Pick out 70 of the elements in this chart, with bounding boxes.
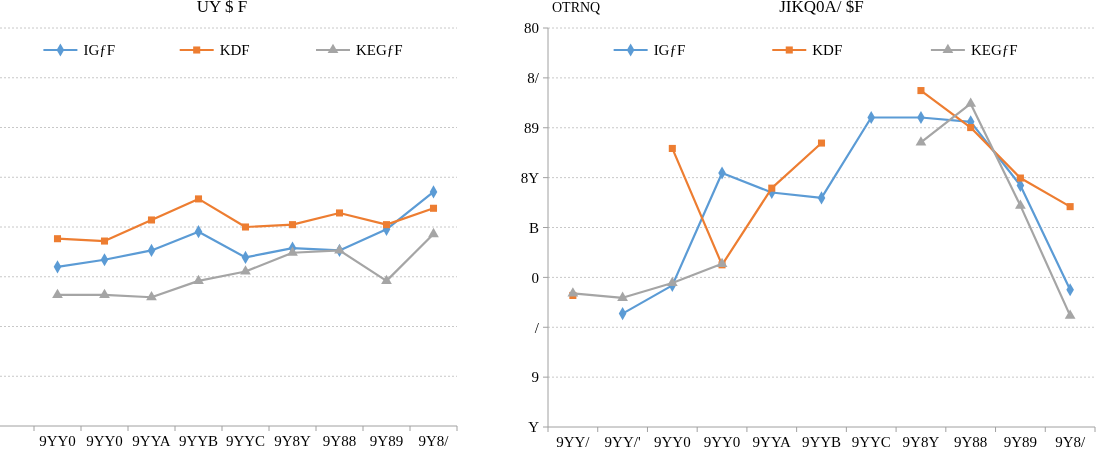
point xyxy=(382,221,391,229)
point xyxy=(52,288,63,298)
text: 89 xyxy=(524,120,539,136)
point xyxy=(1066,203,1074,211)
x-tick-label: 9YYA xyxy=(752,434,792,450)
point xyxy=(381,274,392,284)
text: 80 xyxy=(524,20,539,37)
point xyxy=(965,97,977,107)
point xyxy=(666,276,678,287)
x-tick-label: 9Y88 xyxy=(954,434,988,450)
point xyxy=(429,204,438,212)
legend-label: IGƒF xyxy=(653,42,686,59)
text: 0 xyxy=(531,269,539,286)
point xyxy=(100,237,109,245)
chart-title: UY $ F xyxy=(196,0,248,16)
legend-label: KEGƒF xyxy=(970,42,1018,59)
point xyxy=(240,265,251,275)
x-tick-label: 9Y8Y xyxy=(902,434,940,450)
x-tick-label: 9YY0 xyxy=(39,433,76,449)
point xyxy=(193,274,204,284)
text: 8Y xyxy=(520,169,540,186)
point xyxy=(335,209,344,217)
point xyxy=(99,288,110,298)
point xyxy=(668,144,676,152)
point xyxy=(241,223,250,231)
point xyxy=(146,291,157,301)
point xyxy=(428,227,439,238)
text: 8/ xyxy=(527,70,540,87)
point xyxy=(287,246,298,256)
text: / xyxy=(534,319,540,336)
x-tick-label: 9YY/' xyxy=(604,434,641,450)
point xyxy=(1016,174,1024,182)
legend-label: KDF xyxy=(812,42,843,59)
point xyxy=(817,139,826,147)
text: 9 xyxy=(531,369,539,386)
point xyxy=(53,235,62,243)
x-tick-label: 9Y8Y xyxy=(274,433,311,449)
x-tick-label: 9Y89 xyxy=(1003,434,1038,450)
point xyxy=(716,257,728,267)
x-tick-label: 9YY0 xyxy=(703,434,741,450)
x-tick-label: 9YYC xyxy=(851,434,891,450)
point xyxy=(1064,309,1076,319)
text: Y xyxy=(528,419,540,436)
point xyxy=(915,136,927,146)
point xyxy=(967,124,975,132)
chart-title: JIKQ0A/ $F xyxy=(779,0,864,16)
x-tick-label: 9YYB xyxy=(801,434,842,450)
x-tick-label: 9Y88 xyxy=(322,433,357,449)
point xyxy=(288,221,297,229)
point xyxy=(768,184,776,192)
legend-label: KEGƒF xyxy=(356,42,403,59)
x-tick-label: 9YY0 xyxy=(653,434,691,450)
legend-label: KDF xyxy=(219,42,250,59)
x-tick-label: 9Y8/ xyxy=(418,433,450,449)
point xyxy=(917,87,925,95)
x-tick-label: 9YYA xyxy=(132,433,171,449)
x-tick-label: 9YY/ xyxy=(556,434,591,450)
point xyxy=(194,195,203,203)
point xyxy=(147,216,156,224)
point xyxy=(617,291,628,301)
x-tick-label: 9YYB xyxy=(178,433,219,449)
legend-label: IGƒF xyxy=(83,42,116,59)
x-tick-label: 9YYC xyxy=(225,433,266,449)
point xyxy=(567,287,579,297)
text: B xyxy=(528,219,539,236)
x-tick-label: 9YY0 xyxy=(86,433,123,449)
x-tick-label: 9Y8/ xyxy=(1055,434,1086,450)
point xyxy=(1015,199,1026,209)
x-tick-label: 9Y89 xyxy=(369,433,404,449)
y-axis-title: OTRNQ xyxy=(552,0,601,15)
